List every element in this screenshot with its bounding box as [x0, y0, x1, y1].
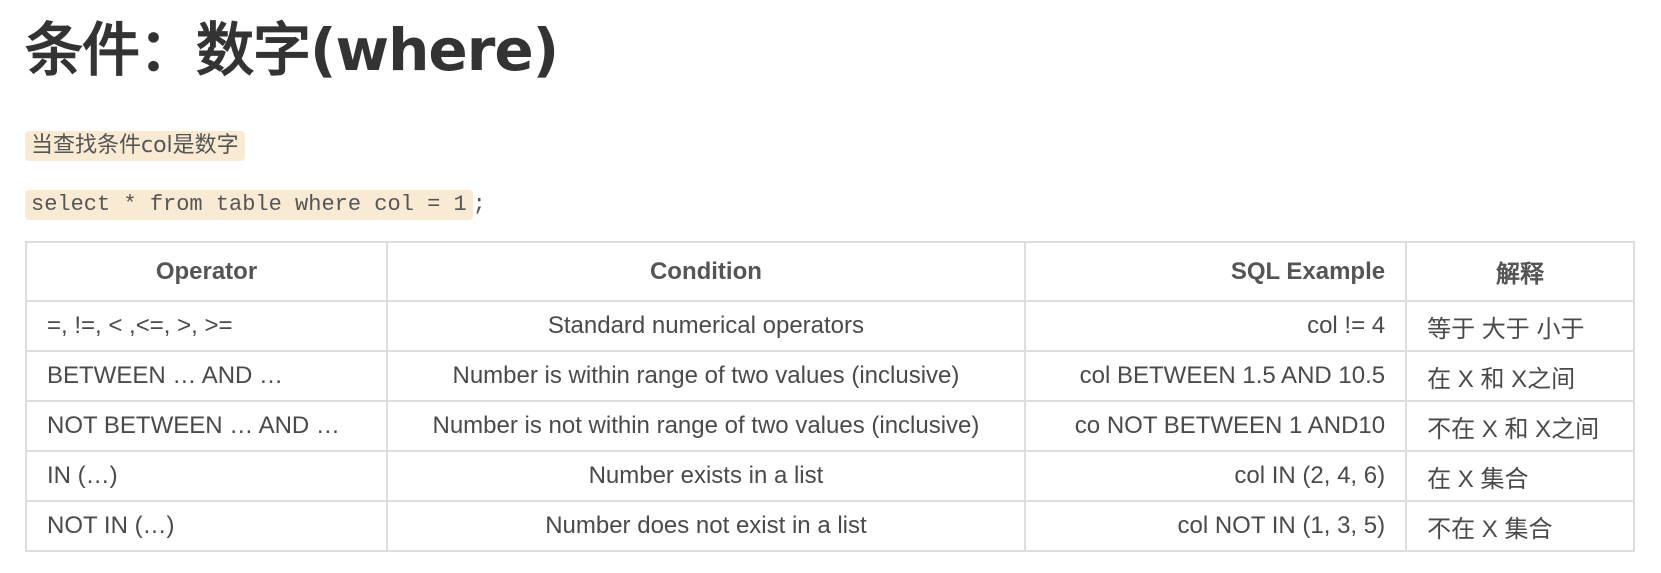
cell-operator: =, !=, < ,<=, >, >=: [25, 300, 388, 352]
example-sql-code: select * from table where col = 1: [25, 190, 473, 220]
cell-sql-example: col IN (2, 4, 6): [1023, 450, 1408, 502]
cell-explanation: 在 X 和 X之间: [1405, 350, 1635, 402]
cell-operator: NOT BETWEEN … AND …: [25, 400, 388, 452]
table-row: NOT IN (…) Number does not exist in a li…: [25, 500, 1635, 552]
cell-condition: Number exists in a list: [386, 450, 1026, 502]
operators-table: Operator Condition SQL Example 解释 =, !=,…: [25, 241, 1635, 552]
description-code: 当查找条件col是数字: [25, 131, 245, 161]
cell-explanation: 不在 X 集合: [1405, 500, 1635, 552]
table-row: NOT BETWEEN … AND … Number is not within…: [25, 400, 1635, 452]
example-line: select * from table where col = 1;: [25, 188, 486, 220]
cell-sql-example: col BETWEEN 1.5 AND 10.5: [1023, 350, 1408, 402]
cell-sql-example: col NOT IN (1, 3, 5): [1023, 500, 1408, 552]
header-sql-example: SQL Example: [1023, 241, 1408, 302]
cell-explanation: 等于 大于 小于: [1405, 300, 1635, 352]
cell-sql-example: co NOT BETWEEN 1 AND10: [1023, 400, 1408, 452]
header-operator: Operator: [25, 241, 388, 302]
cell-condition: Number is not within range of two values…: [386, 400, 1026, 452]
cell-operator: BETWEEN … AND …: [25, 350, 388, 402]
header-explanation: 解释: [1405, 241, 1635, 302]
example-suffix: ;: [472, 192, 486, 217]
cell-explanation: 在 X 集合: [1405, 450, 1635, 502]
cell-sql-example: col != 4: [1023, 300, 1408, 352]
cell-operator: IN (…): [25, 450, 388, 502]
table-row: IN (…) Number exists in a list col IN (2…: [25, 450, 1635, 502]
header-condition: Condition: [386, 241, 1026, 302]
cell-condition: Number does not exist in a list: [386, 500, 1026, 552]
cell-explanation: 不在 X 和 X之间: [1405, 400, 1635, 452]
description-line: 当查找条件col是数字: [25, 130, 245, 161]
cell-condition: Number is within range of two values (in…: [386, 350, 1026, 402]
cell-condition: Standard numerical operators: [386, 300, 1026, 352]
table-row: =, !=, < ,<=, >, >= Standard numerical o…: [25, 300, 1635, 352]
table-header-row: Operator Condition SQL Example 解释: [25, 241, 1635, 302]
cell-operator: NOT IN (…): [25, 500, 388, 552]
page-title: 条件：数字(where): [25, 16, 559, 84]
table-row: BETWEEN … AND … Number is within range o…: [25, 350, 1635, 402]
